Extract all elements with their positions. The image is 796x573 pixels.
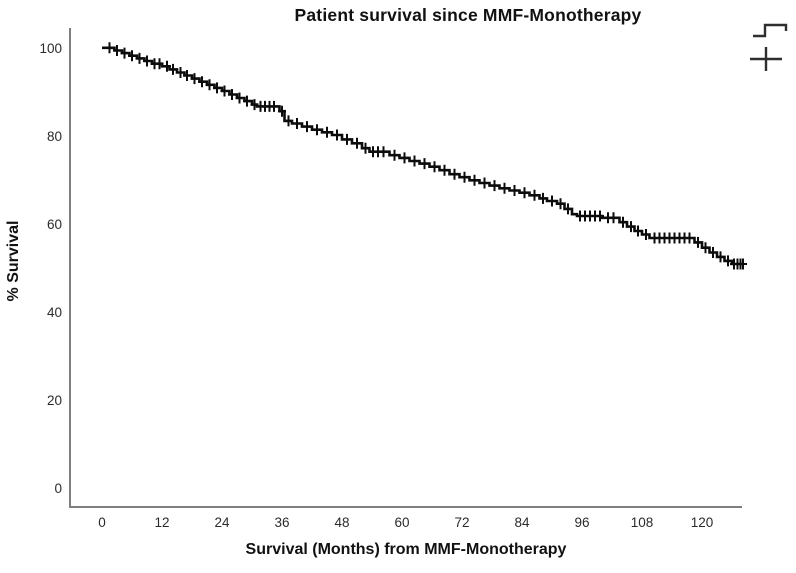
x-tick-label: 0 bbox=[98, 515, 106, 530]
axis-tick-labels: 0 12 24 36 48 60 72 84 96 108 120 0 20 40 60 80 100 bbox=[39, 41, 713, 530]
y-tick-label: 40 bbox=[47, 305, 62, 320]
y-tick-label: 100 bbox=[39, 41, 62, 56]
censored-marks bbox=[105, 42, 747, 270]
x-tick-label: 108 bbox=[631, 515, 654, 530]
censored-plus-icon bbox=[750, 47, 782, 71]
x-tick-label: 96 bbox=[574, 515, 589, 530]
y-tick-label: 60 bbox=[47, 217, 62, 232]
censored-plus-marks bbox=[105, 42, 747, 270]
x-tick-label: 24 bbox=[214, 515, 230, 530]
chart-title: Patient survival since MMF-Monotherapy bbox=[294, 5, 642, 25]
y-tick-label: 0 bbox=[54, 481, 62, 496]
x-axis-title: Survival (Months) from MMF-Monotherapy bbox=[245, 541, 567, 558]
y-tick-label: 80 bbox=[47, 129, 62, 144]
y-tick-label: 20 bbox=[47, 393, 62, 408]
x-tick-label: 120 bbox=[691, 515, 714, 530]
legend bbox=[750, 23, 788, 71]
x-tick-label: 48 bbox=[334, 515, 349, 530]
x-tick-label: 72 bbox=[454, 515, 469, 530]
axes bbox=[69, 28, 742, 508]
x-tick-label: 84 bbox=[514, 515, 530, 530]
x-tick-label: 36 bbox=[274, 515, 289, 530]
survival-function-step-icon bbox=[753, 23, 788, 38]
x-tick-label: 60 bbox=[394, 515, 409, 530]
x-tick-label: 12 bbox=[154, 515, 169, 530]
